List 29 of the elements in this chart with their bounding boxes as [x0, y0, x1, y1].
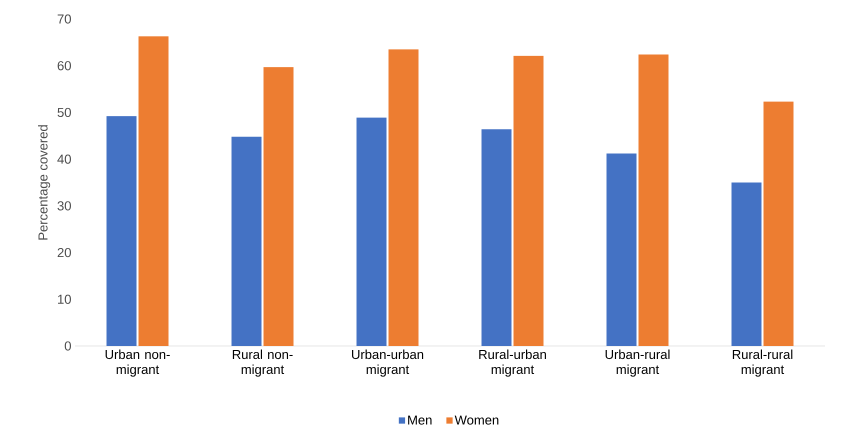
- bar: [606, 154, 637, 346]
- bar: [106, 116, 137, 346]
- x-tick-label: Urban-rural migrant: [606, 350, 670, 377]
- y-tick-label: 30: [58, 201, 71, 210]
- x-tick-label: Urban non-migrant: [106, 350, 170, 377]
- bar: [356, 118, 387, 346]
- bar: [764, 102, 794, 346]
- y-tick-label: 60: [58, 61, 71, 70]
- x-tick-label: Urban-urban migrant: [352, 350, 424, 377]
- y-tick-label: 10: [58, 294, 71, 304]
- bar: [388, 49, 419, 346]
- y-tick-label: 50: [58, 108, 71, 118]
- legend-label: Men: [408, 416, 432, 425]
- y-tick-label: 20: [58, 248, 71, 258]
- y-axis-title: Percentage covered: [38, 125, 50, 240]
- x-tick-label: Rural non-migrant: [232, 350, 293, 377]
- legend-label: Women: [454, 416, 498, 425]
- y-tick-label: 0: [64, 341, 71, 351]
- y-tick-label: 40: [57, 154, 71, 164]
- bar: [482, 129, 512, 346]
- bar: [232, 136, 262, 346]
- bar: [732, 182, 762, 346]
- bar: [264, 67, 294, 346]
- bar: [638, 54, 669, 346]
- bar: [138, 36, 169, 346]
- x-tick-label: Rural-rural migrant: [732, 350, 792, 377]
- bar: [514, 56, 544, 346]
- x-tick-label: Rural-urban migrant: [479, 350, 546, 377]
- y-tick-label: 70: [58, 14, 71, 24]
